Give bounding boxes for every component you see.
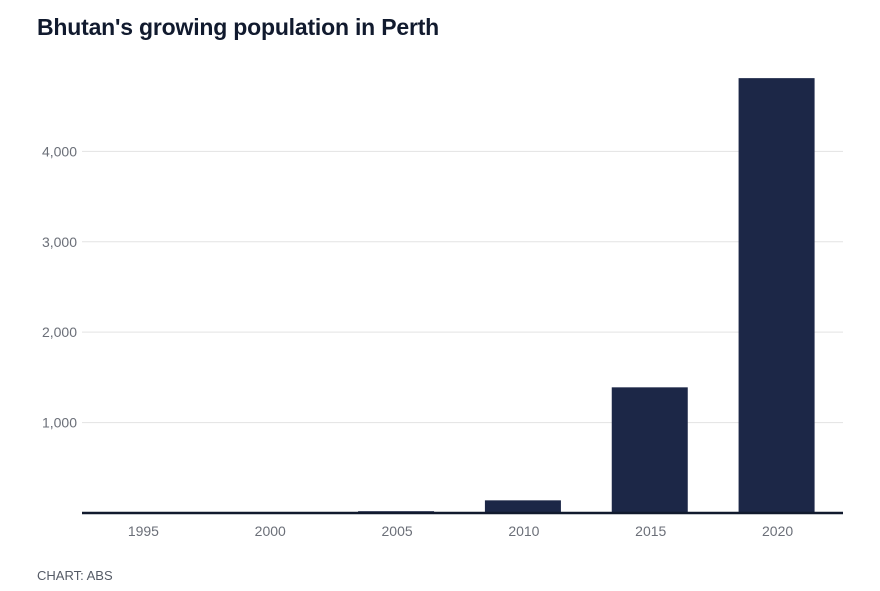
x-tick-label: 1995 — [128, 523, 159, 539]
bar-2010 — [484, 500, 561, 513]
y-tick-label: 2,000 — [42, 324, 77, 340]
x-tick-label: 2020 — [762, 523, 793, 539]
x-tick-label: 2005 — [382, 523, 413, 539]
bar-2020 — [738, 78, 815, 514]
bar-2015 — [611, 387, 688, 513]
y-tick-label: 4,000 — [42, 143, 77, 159]
x-tick-label: 2010 — [508, 523, 539, 539]
x-tick-label: 2015 — [635, 523, 666, 539]
y-tick-label: 3,000 — [42, 234, 77, 250]
y-tick-label: 1,000 — [42, 415, 77, 431]
chart-source: CHART: ABS — [37, 568, 113, 583]
chart-title: Bhutan's growing population in Perth — [37, 14, 440, 40]
x-tick-label: 2000 — [255, 523, 286, 539]
